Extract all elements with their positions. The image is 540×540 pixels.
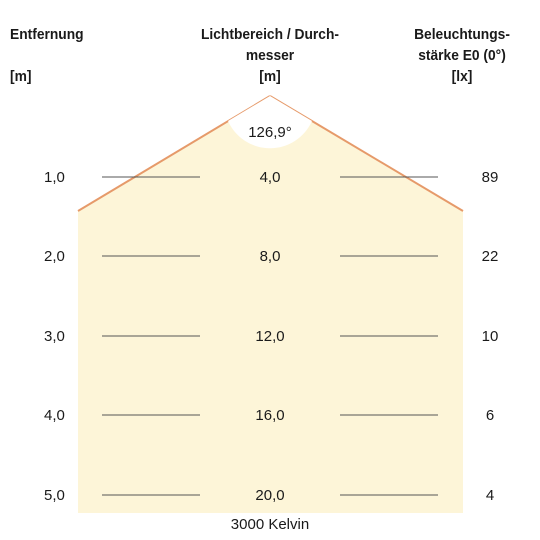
- diameter-value: 16,0: [255, 407, 285, 424]
- distance-value: 3,0: [44, 328, 65, 345]
- distance-value: 5,0: [44, 487, 65, 504]
- illuminance-value: 89: [481, 169, 499, 186]
- illuminance-header-title-cont: stärke E0 (0°): [418, 47, 506, 64]
- beam-header-unit: [m]: [259, 68, 281, 85]
- distance-value: 4,0: [44, 407, 65, 424]
- distance-header: Entfernung [m]: [10, 24, 84, 87]
- illuminance-value: 22: [481, 248, 499, 265]
- beam-header: Lichtbereich / Durch- messer [m]: [183, 24, 358, 87]
- beam-header-title-cont: messer: [245, 47, 295, 64]
- guide-lines: [102, 176, 438, 496]
- illuminance-header: Beleuchtungs- stärke E0 (0°) [lx]: [398, 24, 527, 87]
- beam-header-title: Lichtbereich / Durch-: [200, 26, 340, 43]
- illuminance-value: 6: [485, 407, 495, 424]
- distance-value: 1,0: [44, 169, 65, 186]
- illuminance-header-unit: [lx]: [451, 68, 473, 85]
- illuminance-value: 10: [481, 328, 499, 345]
- distance-header-title: Entfernung: [10, 26, 84, 43]
- beam-angle-label: 126,9°: [248, 124, 292, 141]
- diameter-value: 4,0: [259, 169, 281, 186]
- beam-angle-arc: [228, 96, 312, 149]
- color-temperature-label: 3000 Kelvin: [230, 516, 310, 533]
- diameter-value: 12,0: [255, 328, 285, 345]
- distance-value: 2,0: [44, 248, 65, 265]
- distance-header-spacer: [10, 45, 84, 66]
- illuminance-header-title: Beleuchtungs-: [414, 26, 510, 43]
- light-cone-fill: [78, 96, 463, 513]
- diameter-value: 8,0: [259, 248, 281, 265]
- distance-header-unit: [m]: [10, 68, 32, 85]
- illuminance-value: 4: [485, 487, 495, 504]
- diameter-value: 20,0: [255, 487, 285, 504]
